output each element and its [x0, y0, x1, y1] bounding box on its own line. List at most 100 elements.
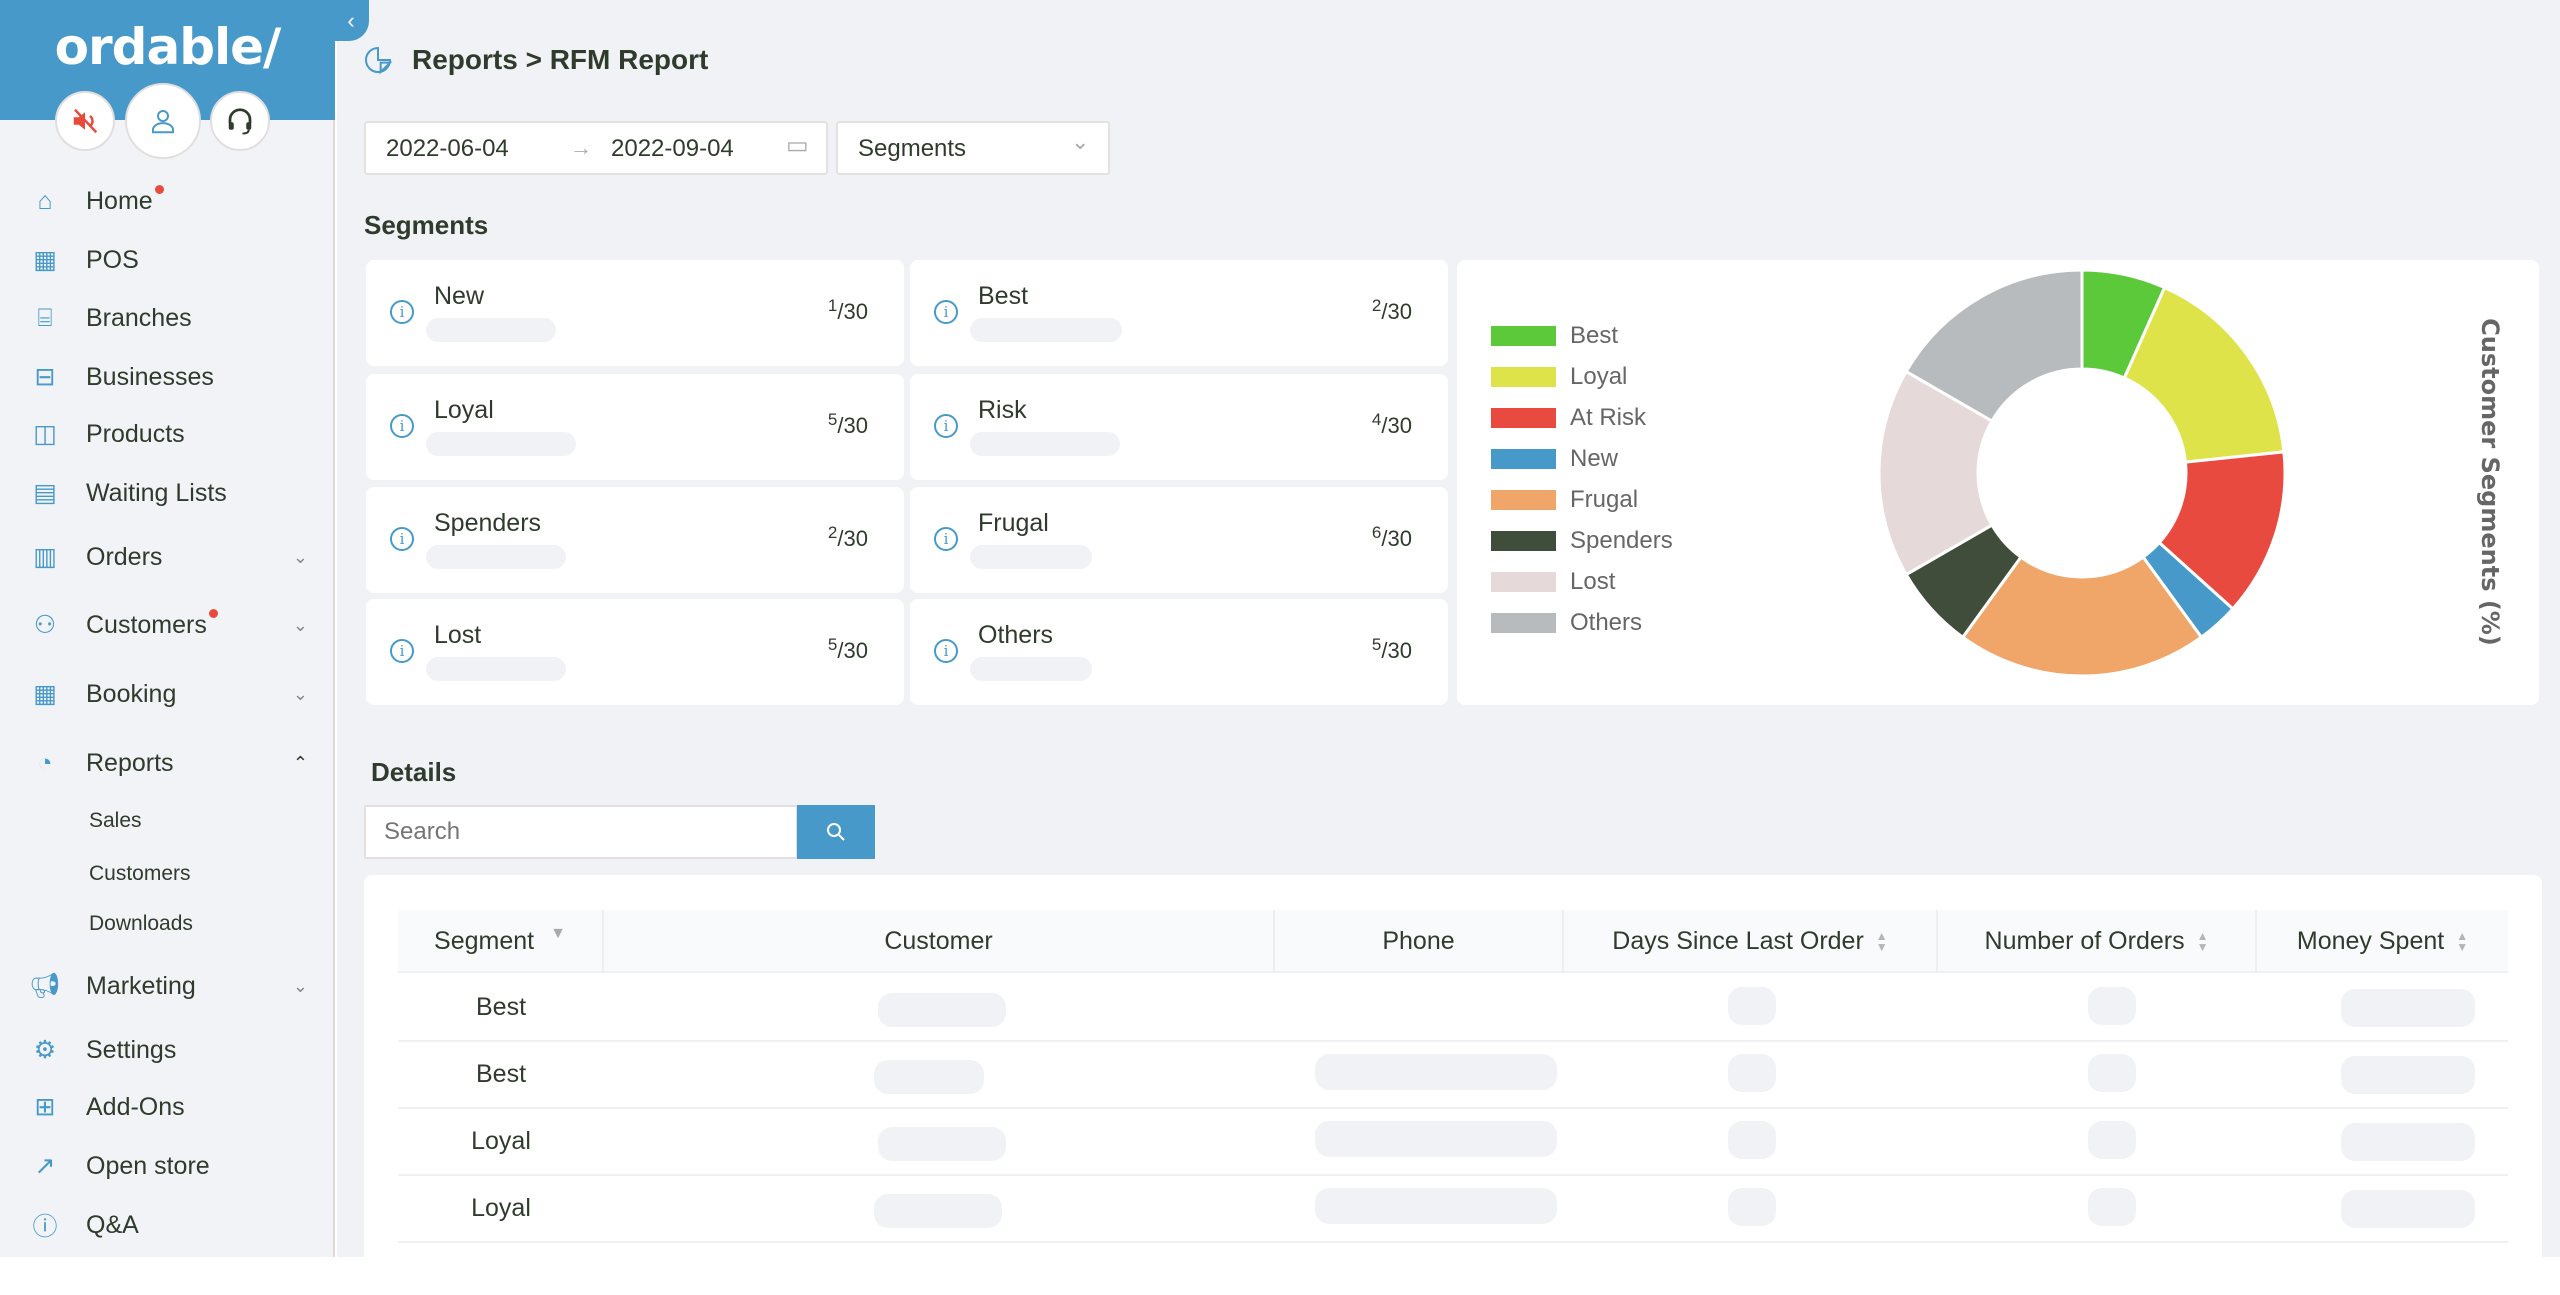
legend-item[interactable]: Lost: [1491, 568, 1615, 596]
column-segment[interactable]: Segment ▼: [398, 910, 604, 973]
sidebar-item-branches[interactable]: ⌸ Branches: [28, 298, 308, 338]
chevron-down-icon: ⌄: [292, 614, 308, 635]
legend-item[interactable]: New: [1491, 445, 1618, 473]
segment-count: 1/30: [827, 296, 868, 324]
sidebar-item-booking[interactable]: ▦ Booking ⌄: [28, 674, 308, 714]
legend-item[interactable]: Loyal: [1491, 363, 1627, 391]
loading-placeholder: [878, 1127, 1006, 1161]
loading-placeholder: [426, 318, 556, 342]
profile-button[interactable]: [125, 83, 201, 159]
collapse-sidebar-button[interactable]: ‹: [333, 0, 369, 41]
legend-item[interactable]: At Risk: [1491, 404, 1646, 432]
sidebar-item-businesses[interactable]: ⊟ Businesses: [28, 357, 308, 397]
segment-cell: Best: [475, 1060, 527, 1088]
donut-slice-others[interactable]: [1904, 268, 2084, 424]
loading-placeholder: [426, 432, 576, 456]
table-row[interactable]: Loyal: [398, 1109, 2508, 1176]
column-days-since-last-order[interactable]: Days Since Last Order ▲ ▼: [1564, 910, 1938, 973]
add-ons-icon: ⊞: [34, 1093, 56, 1121]
chevron-down-icon: ⌄: [292, 975, 308, 996]
sidebar-item-home[interactable]: ⌂ Home: [28, 181, 308, 221]
column-customer: Customer: [604, 910, 1275, 973]
loading-placeholder: [874, 1194, 1002, 1228]
segment-card: i Others 5/30: [910, 599, 1448, 705]
column-money-spent[interactable]: Money Spent ▲ ▼: [2296, 927, 2469, 955]
bag-icon: ◫: [33, 420, 57, 448]
sidebar-item-marketing[interactable]: 📢︎ Marketing ⌄: [29, 971, 308, 1000]
info-icon[interactable]: i: [934, 414, 958, 438]
table-row[interactable]: Loyal: [398, 1176, 2508, 1243]
loading-placeholder: [2341, 1123, 2475, 1161]
table-row[interactable]: Best: [398, 975, 2508, 1042]
donut-slice-loyal[interactable]: [2122, 285, 2286, 464]
legend-swatch: [1491, 531, 1556, 551]
loading-placeholder: [426, 657, 566, 681]
loading-placeholder: [1315, 1188, 1557, 1224]
date-from[interactable]: 2022-06-04: [386, 135, 509, 162]
segment-count: 5/30: [1371, 635, 1412, 663]
calendar-icon: ▭: [786, 132, 809, 159]
sidebar-item-orders[interactable]: ▥ Orders ⌄: [28, 537, 308, 577]
info-icon[interactable]: i: [934, 527, 958, 551]
gear-icon: ⚙: [33, 1036, 57, 1064]
sound-muted-icon: [73, 108, 98, 134]
legend-item[interactable]: Best: [1491, 322, 1618, 350]
info-icon[interactable]: i: [390, 527, 414, 551]
segment-name: Risk: [978, 396, 1027, 424]
segment-name: New: [434, 282, 485, 310]
segment-select[interactable]: Segments ⌄: [836, 121, 1110, 175]
column-number-of-orders[interactable]: Number of Orders ▲ ▼: [1938, 910, 2257, 973]
logo: ordable/: [54, 18, 282, 76]
chevron-down-icon: ⌄: [292, 683, 308, 704]
sidebar-item-settings[interactable]: ⚙ Settings: [28, 1030, 308, 1070]
info-icon[interactable]: i: [934, 300, 958, 324]
mute-button[interactable]: [55, 91, 115, 151]
sidebar-subitem-customers[interactable]: Customers: [89, 862, 191, 885]
donut-slice-lost[interactable]: [1877, 369, 1994, 577]
sort-icon[interactable]: ▲ ▼: [2196, 928, 2209, 954]
sidebar-item-qa[interactable]: ⓘ Q&A: [28, 1205, 308, 1245]
date-to[interactable]: 2022-09-04: [611, 135, 734, 162]
loading-placeholder: [2088, 987, 2136, 1025]
sidebar-item-open-store[interactable]: ↗ Open store: [28, 1146, 308, 1186]
sidebar-subitem-downloads[interactable]: Downloads: [89, 912, 193, 935]
legend-item[interactable]: Frugal: [1491, 486, 1638, 514]
search-input[interactable]: [364, 805, 798, 859]
sidebar-item-products[interactable]: ◫ Products: [28, 414, 308, 454]
date-range-picker[interactable]: 2022-06-04 → 2022-09-04 ▭: [364, 121, 828, 175]
segment-card: i Spenders 2/30: [366, 487, 904, 593]
sidebar-item-pos[interactable]: ▦ POS: [28, 240, 308, 280]
segment-cell: Loyal: [471, 1127, 531, 1155]
legend-swatch: [1491, 490, 1556, 510]
donut-slice-frugal[interactable]: [1960, 555, 2204, 678]
segment-name: Others: [978, 621, 1054, 649]
filter-icon[interactable]: ▼: [550, 924, 566, 942]
user-icon: ⚇: [33, 611, 57, 639]
loading-placeholder: [1728, 1054, 1776, 1092]
info-icon[interactable]: i: [934, 639, 958, 663]
sort-icon[interactable]: ▲ ▼: [1875, 928, 1888, 954]
loading-placeholder: [970, 318, 1122, 342]
legend-item[interactable]: Spenders: [1491, 527, 1673, 555]
donut-chart: [1877, 268, 2287, 678]
legend-item[interactable]: Others: [1491, 609, 1642, 637]
legend-swatch: [1491, 326, 1556, 346]
segment-name: Frugal: [978, 509, 1049, 537]
table-row[interactable]: Best: [398, 1042, 2508, 1109]
sidebar-item-add-ons[interactable]: ⊞ Add-Ons: [28, 1087, 308, 1127]
info-icon[interactable]: i: [390, 414, 414, 438]
search-button[interactable]: [797, 805, 875, 859]
info-icon[interactable]: i: [390, 300, 414, 324]
sidebar-item-customers[interactable]: ⚇ Customers ⌄: [28, 605, 308, 645]
legend-swatch: [1491, 613, 1556, 633]
sidebar-subitem-sales[interactable]: Sales: [89, 809, 142, 832]
sidebar-item-waiting-lists[interactable]: ▤ Waiting Lists: [28, 473, 308, 513]
details-heading: Details: [371, 757, 457, 787]
info-icon[interactable]: i: [390, 639, 414, 663]
support-button[interactable]: [210, 91, 270, 151]
external-link-icon: ↗: [34, 1152, 56, 1180]
sidebar: ordable/ ⌂ Home ▦ POS ⌸ Branches ⊟ Businesse…: [0, 0, 335, 1257]
sort-icon[interactable]: ▲ ▼: [2456, 928, 2469, 954]
sidebar-item-reports[interactable]: ◔ Reports ⌃: [28, 743, 308, 783]
notification-dot: [208, 608, 218, 618]
